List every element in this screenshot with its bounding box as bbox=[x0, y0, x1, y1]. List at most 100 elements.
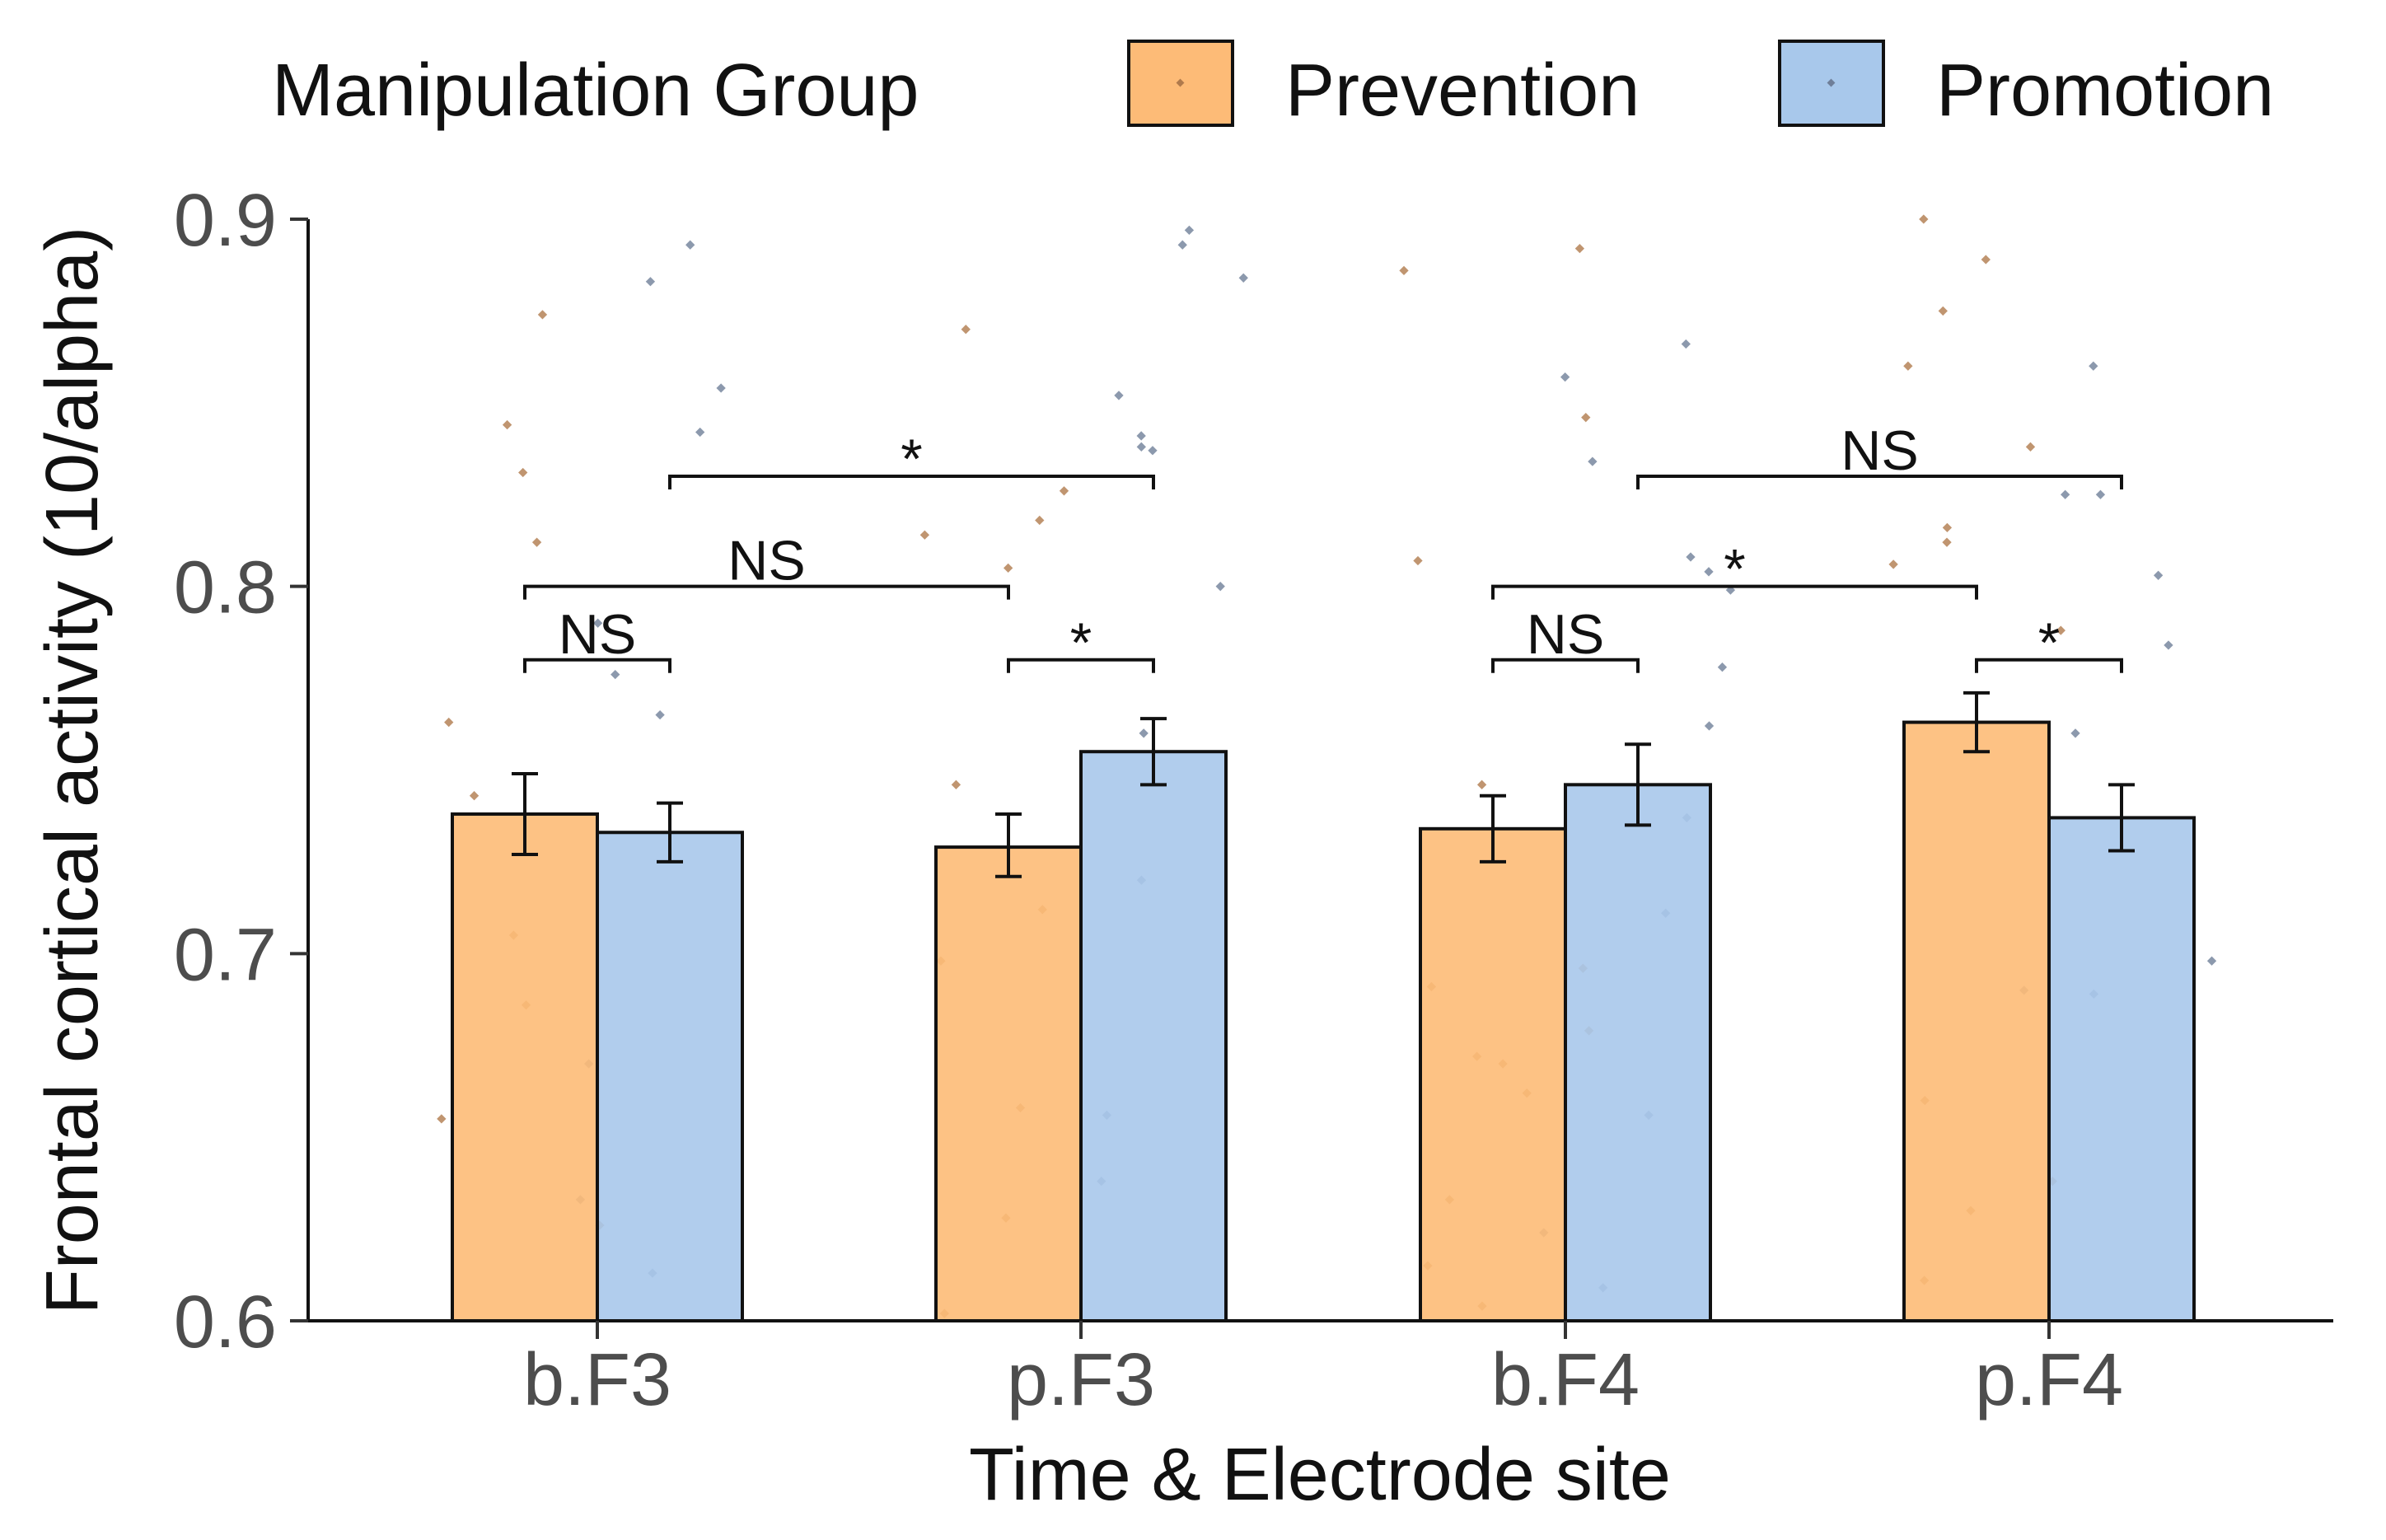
errorbars-layer bbox=[512, 690, 2135, 878]
data-point bbox=[592, 618, 603, 628]
data-point bbox=[531, 537, 542, 547]
annotations-layer: NS * NS * NS * * NS bbox=[523, 419, 2123, 674]
data-point bbox=[1035, 515, 1045, 526]
data-point bbox=[1942, 522, 1953, 533]
significance-label: NS bbox=[727, 530, 805, 592]
data-point bbox=[1903, 361, 1913, 371]
data-point bbox=[1704, 721, 1715, 731]
bars-layer bbox=[451, 720, 2196, 1322]
significance-label: NS bbox=[559, 603, 636, 666]
data-point bbox=[1136, 442, 1146, 452]
data-point bbox=[685, 240, 695, 250]
data-point bbox=[1184, 225, 1195, 236]
x-tick-label: p.F3 bbox=[1007, 1339, 1155, 1421]
data-point bbox=[961, 325, 971, 335]
significance-bracket bbox=[1491, 584, 1978, 600]
data-point bbox=[919, 530, 930, 540]
data-point bbox=[1581, 413, 1591, 423]
bar-prevention bbox=[451, 812, 599, 1322]
legend-key-prevention-dot bbox=[1176, 78, 1185, 87]
data-point bbox=[1238, 273, 1248, 283]
data-point bbox=[1177, 240, 1187, 250]
data-point bbox=[1003, 563, 1013, 573]
data-point bbox=[2025, 442, 2036, 452]
y-tick-label: 0.6 bbox=[174, 1281, 277, 1364]
data-point bbox=[1942, 537, 1952, 547]
data-point bbox=[1981, 255, 1991, 264]
data-point bbox=[2164, 640, 2173, 650]
x-axis-title: Time & Electrode site bbox=[969, 1434, 1671, 1516]
data-point bbox=[1136, 431, 1146, 441]
significance-label: * bbox=[901, 428, 922, 490]
data-point bbox=[611, 669, 620, 680]
legend-label-prevention: Prevention bbox=[1285, 49, 1640, 132]
data-point bbox=[655, 709, 665, 720]
data-point bbox=[444, 717, 454, 728]
bar-prevention bbox=[1419, 826, 1567, 1322]
data-point bbox=[1114, 391, 1124, 400]
data-point bbox=[1686, 552, 1696, 562]
x-tick-label: b.F3 bbox=[523, 1339, 671, 1421]
significance-bracket bbox=[1007, 658, 1155, 673]
data-point bbox=[2206, 956, 2217, 966]
data-point bbox=[1574, 243, 1585, 254]
data-point bbox=[1588, 456, 1598, 466]
significance-label: * bbox=[2038, 611, 2060, 674]
data-point bbox=[2089, 361, 2098, 371]
data-point bbox=[437, 1114, 447, 1124]
data-point bbox=[1919, 214, 1929, 224]
bar-promotion bbox=[1564, 783, 1712, 1322]
data-point bbox=[1681, 339, 1691, 349]
data-point bbox=[1888, 559, 1898, 569]
significance-label: NS bbox=[1841, 419, 1918, 482]
data-point bbox=[1476, 779, 1487, 789]
data-point bbox=[645, 277, 656, 287]
bar-promotion bbox=[596, 831, 744, 1322]
data-point bbox=[1704, 567, 1714, 577]
legend: Manipulation Group Prevention Promotion bbox=[272, 40, 2274, 132]
data-point bbox=[2056, 625, 2066, 635]
data-point bbox=[1560, 372, 1570, 382]
data-point bbox=[537, 310, 548, 320]
data-point bbox=[502, 419, 512, 430]
legend-key-promotion-dot bbox=[1827, 78, 1836, 87]
data-point bbox=[469, 791, 480, 801]
data-point bbox=[2153, 570, 2164, 580]
y-axis-title: Frontal cortical activity (10/alpha) bbox=[31, 227, 114, 1315]
y-tick-label: 0.9 bbox=[174, 180, 277, 262]
data-point bbox=[518, 467, 528, 478]
data-point bbox=[695, 427, 705, 438]
legend-title: Manipulation Group bbox=[272, 49, 919, 132]
significance-label: * bbox=[1070, 611, 1092, 674]
data-point bbox=[1215, 582, 1225, 592]
data-point bbox=[2095, 489, 2106, 499]
data-point bbox=[716, 383, 726, 393]
data-point bbox=[951, 779, 961, 789]
significance-bracket bbox=[668, 474, 1155, 489]
significance-label: NS bbox=[1527, 603, 1604, 666]
significance-bracket bbox=[1491, 658, 1640, 673]
significance-bracket bbox=[523, 584, 1010, 600]
significance-bracket bbox=[523, 658, 671, 673]
data-point bbox=[1413, 555, 1423, 566]
bar-prevention bbox=[934, 845, 1083, 1322]
data-point bbox=[2060, 489, 2070, 499]
data-point bbox=[1938, 306, 1948, 316]
significance-bracket bbox=[1975, 658, 2123, 673]
significance-label: * bbox=[1724, 538, 1745, 601]
bar-promotion bbox=[1079, 750, 1228, 1322]
y-ticks: 0.6 0.7 0.8 0.9 bbox=[174, 180, 308, 1364]
bar-promotion bbox=[2047, 816, 2196, 1322]
bar-prevention bbox=[1902, 720, 2051, 1322]
data-point bbox=[1399, 265, 1409, 276]
y-tick-label: 0.8 bbox=[174, 547, 277, 630]
x-tick-label: b.F4 bbox=[1491, 1339, 1640, 1421]
data-point bbox=[1717, 662, 1728, 672]
x-ticks: b.F3 p.F3 b.F4 p.F4 bbox=[523, 1321, 2123, 1421]
y-tick-label: 0.7 bbox=[174, 914, 277, 996]
legend-label-promotion: Promotion bbox=[1936, 49, 2274, 132]
data-point bbox=[1139, 728, 1149, 738]
data-point bbox=[1148, 446, 1158, 456]
data-point bbox=[1059, 486, 1069, 496]
